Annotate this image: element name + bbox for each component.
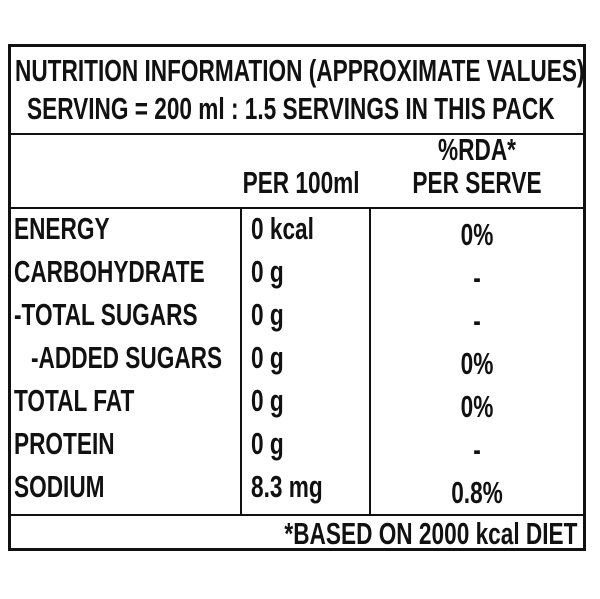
nutrient-value: 0 kcal (251, 211, 314, 246)
nutrient-value: 0 g (251, 297, 284, 332)
nutrient-name: -TOTAL SUGARS (14, 297, 198, 332)
nutrient-name: TOTAL FAT (14, 383, 135, 418)
footnote: *BASED ON 2000 kcal DIET (283, 516, 577, 551)
table-footer: *BASED ON 2000 kcal DIET (11, 514, 583, 551)
nutrient-rda: 0% (460, 217, 494, 252)
nutrient-name: PROTEIN (14, 426, 115, 461)
nutrient-rda: - (473, 303, 481, 338)
nutrient-name: ENERGY (14, 211, 110, 246)
column-divider (369, 209, 371, 514)
nutrient-value: 8.3 mg (251, 469, 323, 504)
nutrient-name: -ADDED SUGARS (31, 340, 223, 375)
nutrient-name: SODIUM (14, 469, 105, 504)
column-headers: PER 100ml %RDA* PER SERVE (11, 132, 583, 209)
nutrient-rda: 0.8% (451, 475, 503, 510)
nutrient-rda: - (473, 260, 481, 295)
nutrient-value: 0 g (251, 426, 284, 461)
nutrient-rda: 0% (460, 346, 494, 381)
serving-info: SERVING = 200 ml : 1.5 SERVINGS IN THIS … (27, 91, 555, 126)
table-row: PROTEIN 0 g - (11, 424, 583, 467)
nutrition-table: NUTRITION INFORMATION (APPROXIMATE VALUE… (8, 44, 586, 551)
column-header-rda: %RDA* (438, 132, 516, 167)
column-divider (240, 209, 242, 514)
nutrient-value: 0 g (251, 383, 284, 418)
nutrient-name: CARBOHYDRATE (14, 254, 205, 289)
table-row: -TOTAL SUGARS 0 g - (11, 295, 583, 338)
table-row: TOTAL FAT 0 g 0% (11, 381, 583, 424)
table-row: ENERGY 0 kcal 0% (11, 209, 583, 252)
table-header: NUTRITION INFORMATION (APPROXIMATE VALUE… (11, 47, 585, 135)
column-header-per-serve: PER SERVE (412, 165, 542, 200)
table-row: SODIUM 8.3 mg 0.8% (11, 467, 583, 510)
table-row: CARBOHYDRATE 0 g - (11, 252, 583, 295)
nutrient-rda: 0% (460, 389, 494, 424)
nutrient-value: 0 g (251, 254, 284, 289)
column-header-per-100ml: PER 100ml (242, 165, 360, 200)
nutrient-rda: - (473, 432, 481, 467)
nutrient-value: 0 g (251, 340, 284, 375)
table-row: -ADDED SUGARS 0 g 0% (11, 338, 583, 381)
table-title: NUTRITION INFORMATION (APPROXIMATE VALUE… (15, 53, 585, 88)
